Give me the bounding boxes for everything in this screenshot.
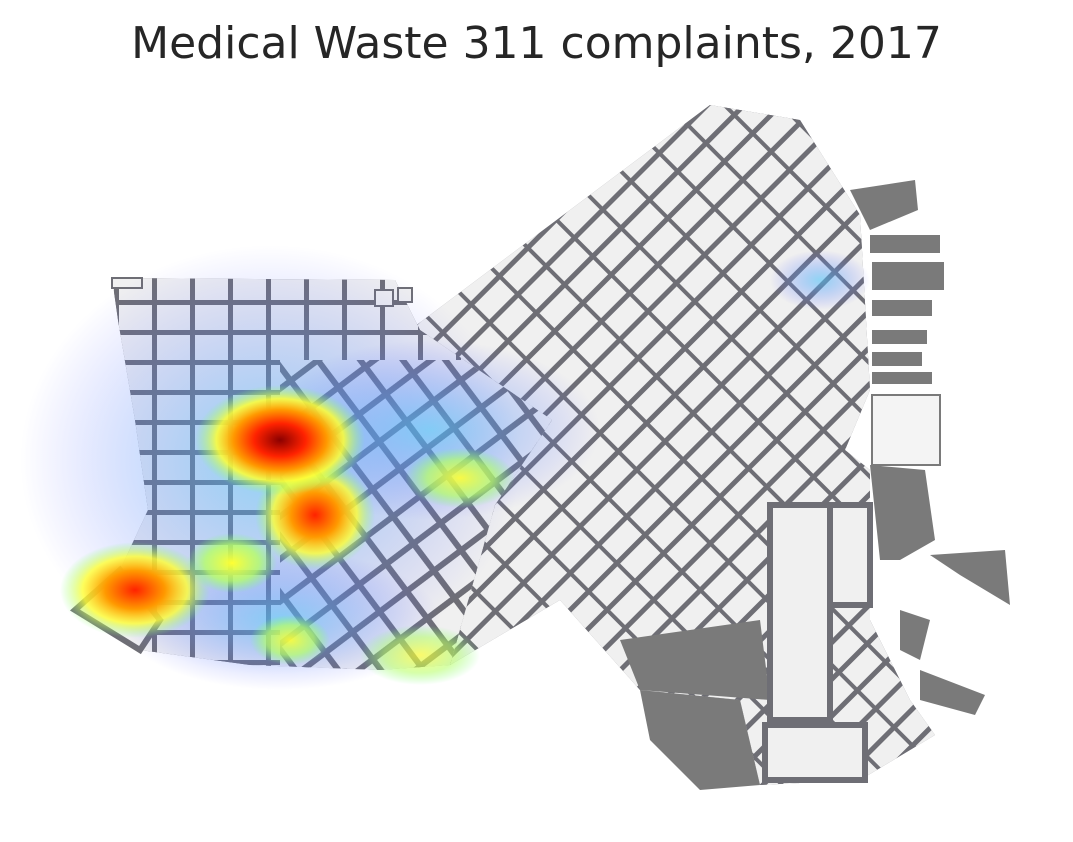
- complaint-heat-overlay: [20, 245, 870, 690]
- waterfront-piers: [850, 180, 1010, 715]
- map-title: Medical Waste 311 complaints, 2017: [131, 18, 942, 69]
